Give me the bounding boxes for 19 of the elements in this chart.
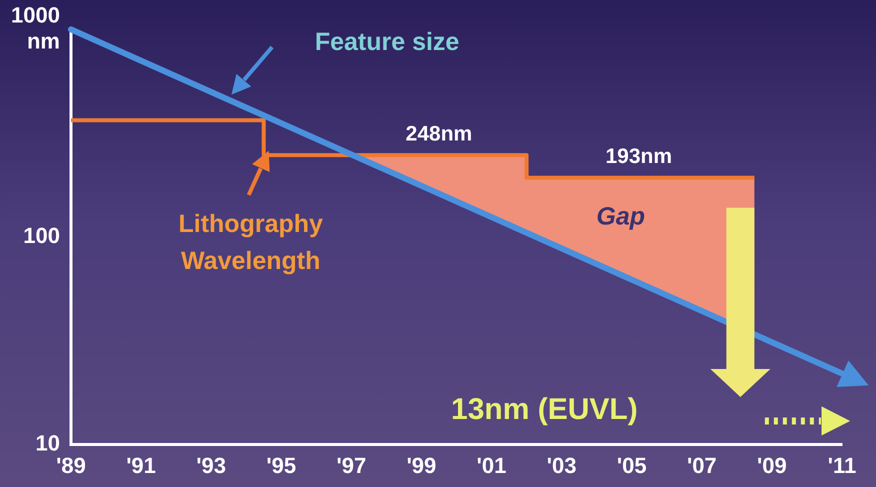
y-tick-label: 100	[23, 223, 60, 248]
x-tick-label: '11	[828, 452, 856, 478]
x-tick-label: '91	[126, 452, 156, 478]
x-tick-label: '03	[546, 452, 576, 478]
annotation: 248nm	[406, 122, 472, 146]
annotation: 13nm (EUVL)	[451, 393, 638, 426]
annotation: 193nm	[605, 145, 672, 168]
annotation: Lithography Wavelength	[178, 210, 324, 275]
y-tick-label: 1000 nm	[10, 2, 60, 54]
x-tick-label: '97	[336, 452, 366, 478]
x-tick-label: '95	[266, 452, 296, 478]
x-tick-label: '99	[406, 452, 436, 478]
x-tick-label: '01	[476, 452, 506, 478]
x-tick-label: '09	[757, 452, 787, 478]
annotation: Feature size	[314, 28, 460, 56]
x-tick-label: '07	[686, 452, 717, 478]
annotation: Gap	[596, 202, 646, 230]
x-tick-label: '93	[196, 452, 226, 478]
x-tick-label: '05	[616, 452, 647, 478]
